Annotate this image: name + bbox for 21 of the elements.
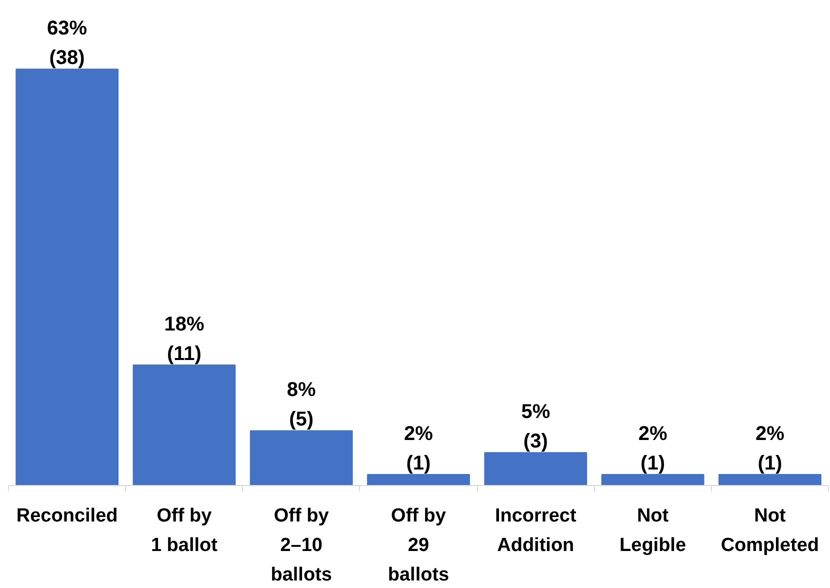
x-tick-label: Off by 1 ballot [150, 506, 218, 556]
x-tick-label: Not Completed [720, 506, 820, 556]
data-label: 5% (3) [521, 400, 550, 453]
data-label: 2% (1) [404, 422, 434, 475]
data-label: 63% (38) [47, 17, 88, 70]
bar [16, 68, 119, 486]
data-label: 2% (1) [638, 422, 668, 475]
bar [367, 474, 470, 486]
x-tick-label: Off by 2–10 ballots [270, 506, 332, 586]
data-label: 2% (1) [755, 422, 785, 475]
data-label: 18% (11) [164, 313, 204, 365]
x-tick-label: Not Legible [620, 506, 686, 556]
bar [132, 364, 236, 486]
bar [718, 474, 822, 486]
bar [601, 474, 704, 486]
bar [250, 430, 353, 486]
x-tick-label: Reconciled [16, 506, 118, 526]
x-tick-label: Incorrect Addition [494, 506, 577, 556]
x-tick-label: Off by 29 ballots [388, 506, 450, 586]
data-label: 8% (5) [286, 379, 316, 431]
bar [484, 452, 588, 486]
